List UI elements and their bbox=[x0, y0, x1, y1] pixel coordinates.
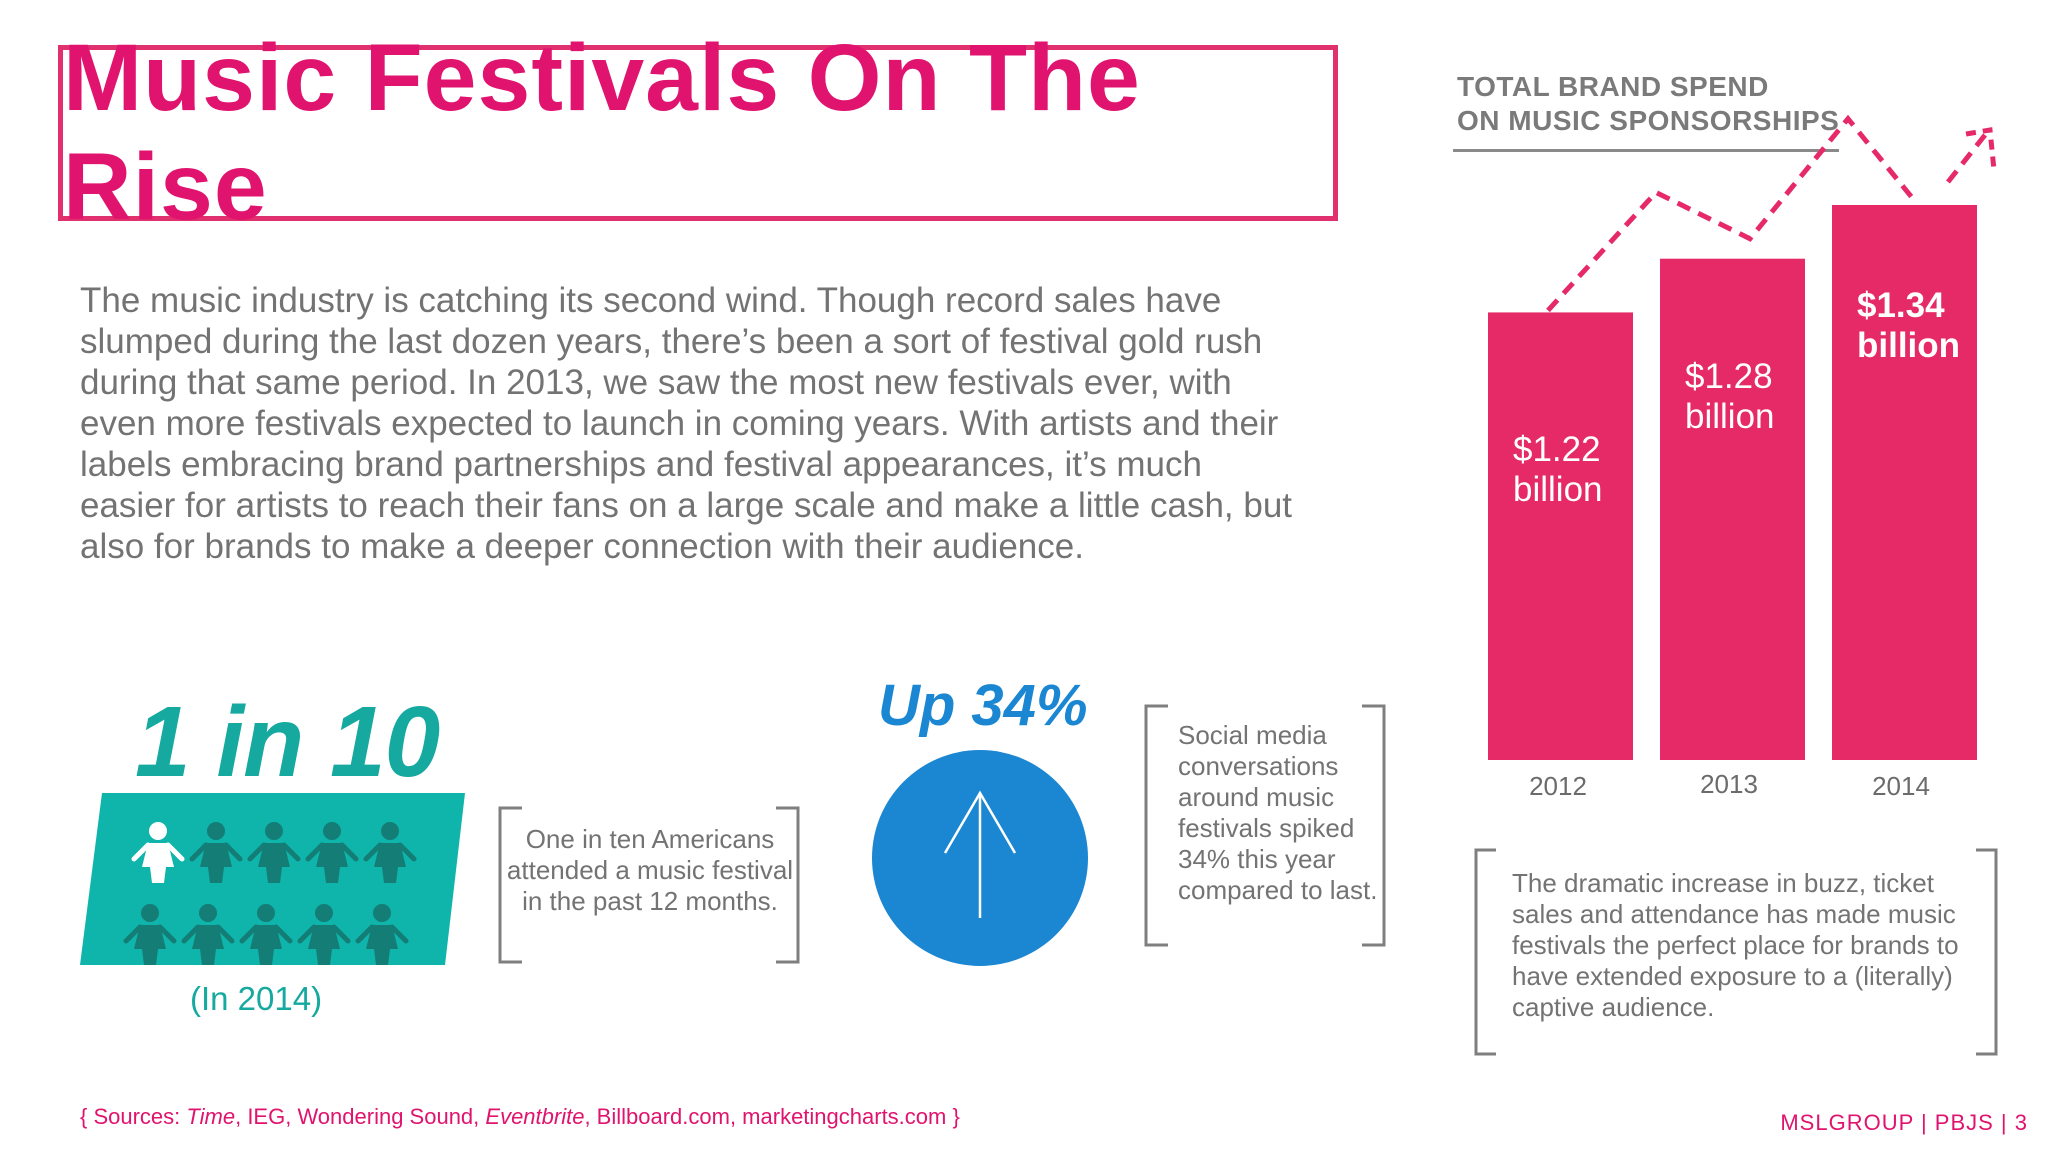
bracket-right-icon bbox=[776, 806, 800, 964]
bar-label-2013: $1.28 billion bbox=[1685, 357, 1775, 436]
bar-2013 bbox=[1660, 258, 1805, 760]
one-in-ten-year: (In 2014) bbox=[190, 980, 323, 1017]
person-icon bbox=[181, 904, 235, 965]
person-icon bbox=[189, 822, 243, 883]
trend-arrow-icon bbox=[1946, 133, 1987, 184]
person-icon bbox=[363, 822, 417, 883]
person-icon bbox=[305, 822, 359, 883]
social-media-text: Social media conversations around music … bbox=[1178, 720, 1378, 905]
buzz-text: The dramatic increase in buzz, ticket sa… bbox=[1512, 868, 1959, 1022]
x-tick-label: 2012 bbox=[1529, 771, 1587, 801]
bracket-right-icon bbox=[1362, 704, 1386, 947]
bar-2014 bbox=[1832, 205, 1977, 760]
bar-label-2014: $1.34 billion bbox=[1857, 286, 1961, 365]
bracket-left-icon bbox=[498, 806, 522, 964]
person-icon bbox=[297, 904, 351, 965]
x-tick-label: 2013 bbox=[1700, 769, 1758, 799]
bracket-right-icon bbox=[1976, 848, 1998, 1056]
chart-header: TOTAL BRAND SPEND ON MUSIC SPONSORSHIPS bbox=[1457, 70, 1839, 138]
chart-header-line2: ON MUSIC SPONSORSHIPS bbox=[1457, 105, 1840, 136]
sources-line: { Sources: Time, IEG, Wondering Sound, E… bbox=[80, 1104, 960, 1129]
people-panel bbox=[80, 793, 465, 965]
person-icon bbox=[355, 904, 409, 965]
x-tick-label: 2014 bbox=[1872, 771, 1930, 801]
one-in-ten-stat: 1 in 10 bbox=[135, 686, 440, 798]
person-icon bbox=[123, 904, 177, 965]
up-arrow-head-icon bbox=[943, 790, 1017, 854]
person-icon bbox=[247, 822, 301, 883]
chart-header-line1: TOTAL BRAND SPEND bbox=[1457, 71, 1769, 102]
bracket-left-icon bbox=[1144, 704, 1168, 947]
footer-page-info: MSLGROUP | PBJS | 3 bbox=[1780, 1110, 2028, 1135]
person-icon bbox=[131, 822, 185, 883]
bar-label-2012: $1.22 billion bbox=[1513, 430, 1603, 509]
up-percent-stat: Up 34% bbox=[878, 673, 1088, 738]
trend-line bbox=[1546, 114, 1916, 313]
intro-paragraph: The music industry is catching its secon… bbox=[80, 281, 1293, 566]
bar-2012 bbox=[1488, 312, 1633, 760]
americans-text: One in ten Americans attended a music fe… bbox=[506, 824, 794, 916]
up-arrow-circle bbox=[872, 750, 1088, 966]
chart-header-rule bbox=[1453, 149, 1839, 152]
bracket-left-icon bbox=[1474, 848, 1496, 1056]
trend-arrowhead-icon bbox=[1965, 127, 1997, 171]
person-icon bbox=[239, 904, 293, 965]
